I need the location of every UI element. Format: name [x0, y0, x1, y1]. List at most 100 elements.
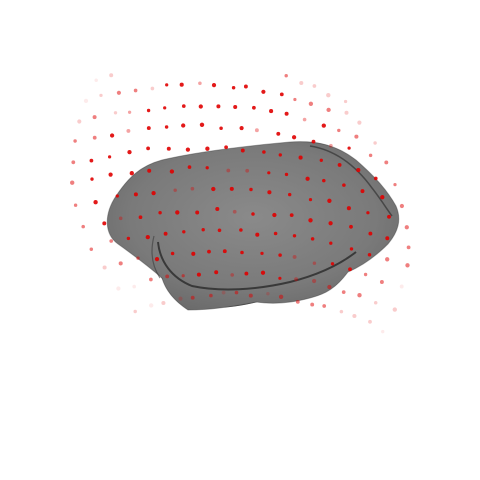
point-cloud-dot: [205, 147, 209, 151]
point-cloud-dot: [303, 118, 307, 122]
point-cloud-dot: [261, 271, 265, 275]
point-cloud-dot: [345, 111, 349, 115]
point-cloud-dot: [331, 262, 334, 265]
point-cloud-dot: [191, 252, 195, 256]
point-cloud-dot: [272, 213, 276, 217]
point-cloud-dot: [127, 237, 130, 240]
point-cloud-dot: [322, 123, 326, 127]
point-cloud-dot: [329, 242, 332, 245]
point-cloud-dot: [74, 203, 77, 206]
point-cloud-dot: [209, 294, 213, 298]
point-cloud-dot: [310, 303, 314, 307]
point-cloud-dot: [400, 204, 404, 208]
point-cloud-dot: [224, 145, 228, 149]
point-cloud-dot: [357, 121, 361, 125]
point-cloud-dot: [348, 267, 352, 271]
point-cloud-dot: [374, 301, 378, 305]
point-cloud-dot: [232, 86, 235, 89]
point-cloud-dot: [133, 310, 136, 313]
point-cloud-dot: [305, 177, 309, 181]
point-cloud-dot: [374, 177, 378, 181]
point-cloud-dot: [230, 187, 234, 191]
point-cloud-dot: [293, 255, 297, 259]
point-cloud-dot: [326, 93, 330, 97]
point-cloud-dot: [149, 278, 153, 282]
point-cloud-dot: [222, 291, 226, 295]
point-cloud-dot: [146, 235, 150, 239]
point-cloud-dot: [299, 81, 303, 85]
point-cloud-dot: [244, 272, 248, 276]
point-cloud-dot: [244, 85, 248, 89]
point-cloud-dot: [344, 100, 347, 103]
point-cloud-dot: [212, 83, 216, 87]
point-cloud-dot: [230, 273, 234, 277]
point-cloud-dot: [149, 303, 153, 307]
point-cloud-dot: [103, 265, 107, 269]
point-cloud-dot: [381, 330, 384, 333]
point-cloud-dot: [288, 193, 291, 196]
point-cloud-dot: [71, 160, 75, 164]
point-cloud-dot: [147, 109, 150, 112]
point-cloud-dot: [191, 296, 195, 300]
point-cloud-dot: [352, 314, 356, 318]
point-cloud-dot: [280, 93, 284, 97]
point-cloud-dot: [285, 112, 289, 116]
point-cloud-dot: [347, 146, 350, 149]
point-cloud-dot: [311, 237, 315, 241]
point-cloud-dot: [278, 277, 281, 280]
point-cloud-dot: [328, 221, 332, 225]
point-cloud-dot: [110, 133, 114, 137]
point-cloud-dot: [233, 105, 237, 109]
point-cloud-dot: [109, 73, 113, 77]
point-cloud-dot: [387, 215, 391, 219]
point-cloud-dot: [180, 83, 184, 87]
point-cloud-dot: [349, 225, 353, 229]
point-cloud-dot: [290, 213, 294, 217]
point-cloud-dot: [342, 290, 346, 294]
point-cloud-dot: [165, 125, 168, 128]
point-cloud-dot: [94, 78, 98, 82]
point-cloud-dot: [197, 273, 201, 277]
point-cloud-dot: [261, 90, 265, 94]
point-cloud-dot: [269, 109, 273, 113]
point-cloud-dot: [293, 234, 296, 237]
point-cloud-dot: [182, 104, 186, 108]
point-cloud-dot: [170, 169, 174, 173]
point-cloud-dot: [90, 159, 94, 163]
point-cloud-dot: [309, 198, 312, 201]
point-cloud-dot: [155, 257, 159, 261]
point-cloud-dot: [293, 98, 296, 101]
point-cloud-dot: [245, 169, 249, 173]
point-cloud-dot: [186, 147, 190, 151]
point-cloud-dot: [134, 192, 138, 196]
point-cloud-dot: [368, 253, 372, 257]
point-cloud-dot: [108, 155, 111, 158]
point-cloud-dot: [385, 236, 389, 240]
point-cloud-dot: [119, 216, 123, 220]
point-cloud-dot: [171, 252, 175, 256]
point-cloud-dot: [199, 104, 203, 108]
point-cloud-dot: [364, 273, 367, 276]
point-cloud-dot: [195, 211, 199, 215]
point-cloud-dot: [151, 87, 155, 91]
point-cloud-dot: [207, 250, 211, 254]
point-cloud-dot: [219, 126, 223, 130]
point-cloud-dot: [70, 181, 74, 185]
point-cloud-dot: [161, 301, 165, 305]
point-cloud-dot: [249, 294, 253, 298]
point-cloud-dot: [354, 135, 358, 139]
point-cloud-dot: [175, 210, 179, 214]
point-cloud-dot: [128, 111, 131, 114]
point-cloud-dot: [357, 293, 361, 297]
point-cloud-dot: [191, 187, 195, 191]
point-cloud-dot: [342, 183, 346, 187]
point-cloud-dot: [84, 99, 88, 103]
point-cloud-dot: [132, 285, 136, 289]
point-cloud-dot: [368, 320, 372, 324]
point-cloud-dot: [292, 135, 296, 139]
point-cloud-dot: [385, 257, 389, 261]
point-cloud-dot: [278, 253, 282, 257]
point-cloud-dot: [182, 230, 185, 233]
